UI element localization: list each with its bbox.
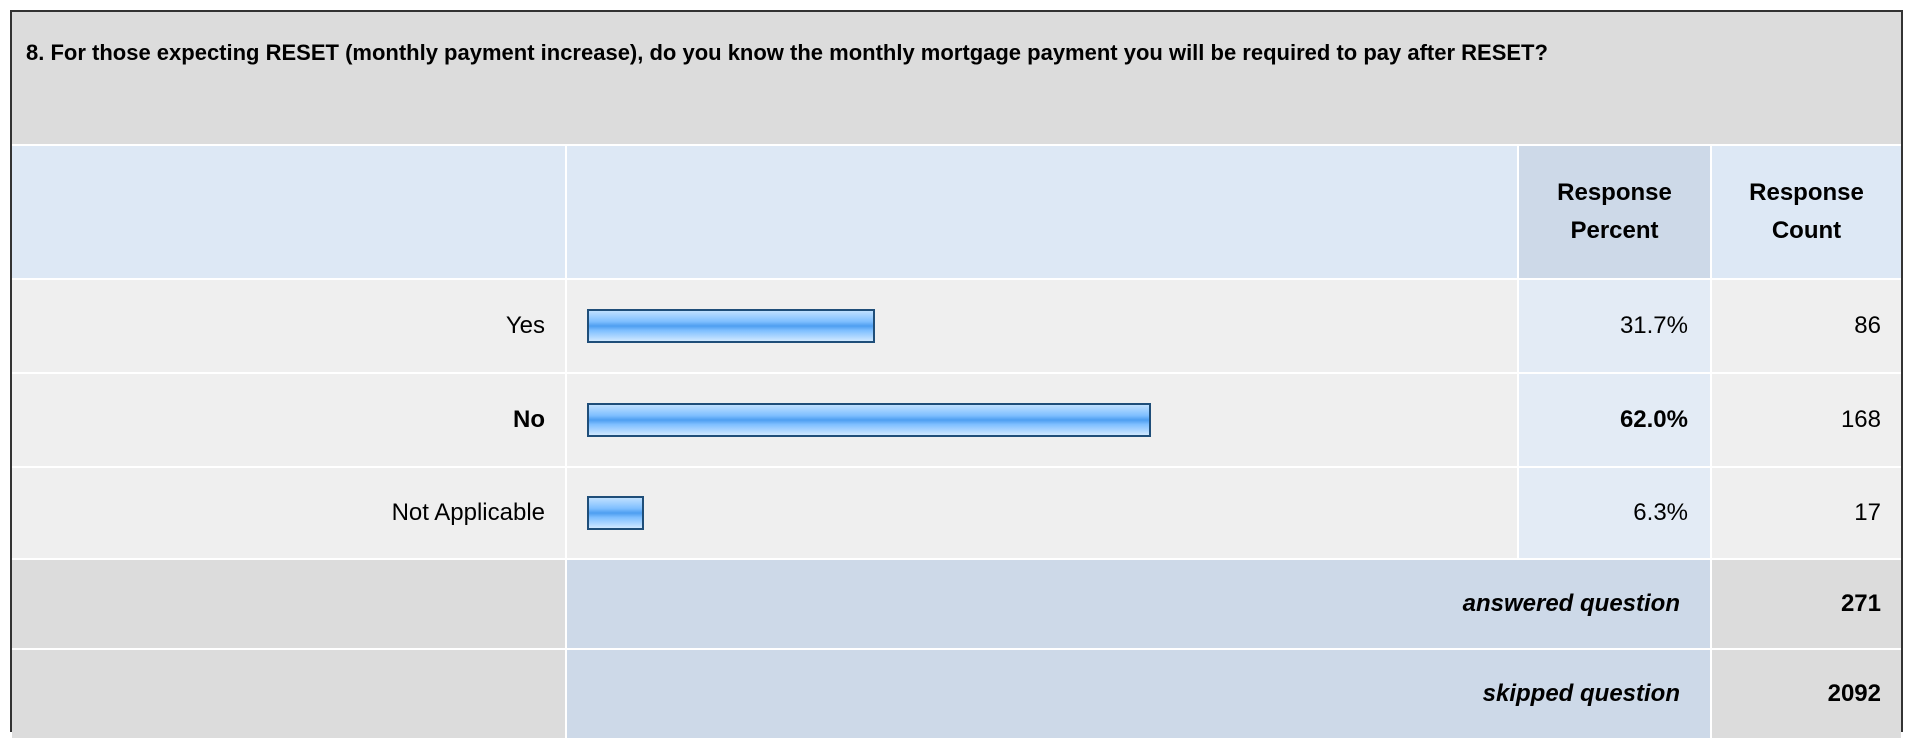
bar-cell [567,468,1517,558]
header-empty [567,146,1517,278]
question-title: 8. For those expecting RESET (monthly pa… [12,12,1901,144]
response-row: No 62.0% 168 [12,374,1901,466]
rows: Yes 31.7% 86 No 62.0% 168 Not Applicable 6.3% 17 [12,280,1901,558]
footer-empty [12,560,565,648]
response-percent: 31.7% [1519,280,1710,372]
answered-row: answered question 271 [12,560,1901,648]
answered-label: answered question [567,560,1710,648]
header-empty [12,146,565,278]
response-row: Not Applicable 6.3% 17 [12,468,1901,558]
response-count: 168 [1712,374,1901,466]
header-row: Response Percent Response Count [12,146,1901,278]
bar-cell [567,280,1517,372]
header-percent: Response Percent [1519,146,1710,278]
skipped-count: 2092 [1712,650,1901,738]
footer-empty [12,650,565,738]
response-row: Yes 31.7% 86 [12,280,1901,372]
skipped-label: skipped question [567,650,1710,738]
percent-bar [587,496,645,530]
bar-cell [567,374,1517,466]
header-count: Response Count [1712,146,1901,278]
response-percent: 6.3% [1519,468,1710,558]
answer-label: No [12,374,565,466]
percent-bar [587,309,876,343]
response-count: 17 [1712,468,1901,558]
response-percent: 62.0% [1519,374,1710,466]
survey-question-panel: 8. For those expecting RESET (monthly pa… [10,10,1903,738]
response-count: 86 [1712,280,1901,372]
answer-label: Yes [12,280,565,372]
answer-label: Not Applicable [12,468,565,558]
answered-count: 271 [1712,560,1901,648]
skipped-row: skipped question 2092 [12,650,1901,738]
percent-bar [587,403,1151,437]
